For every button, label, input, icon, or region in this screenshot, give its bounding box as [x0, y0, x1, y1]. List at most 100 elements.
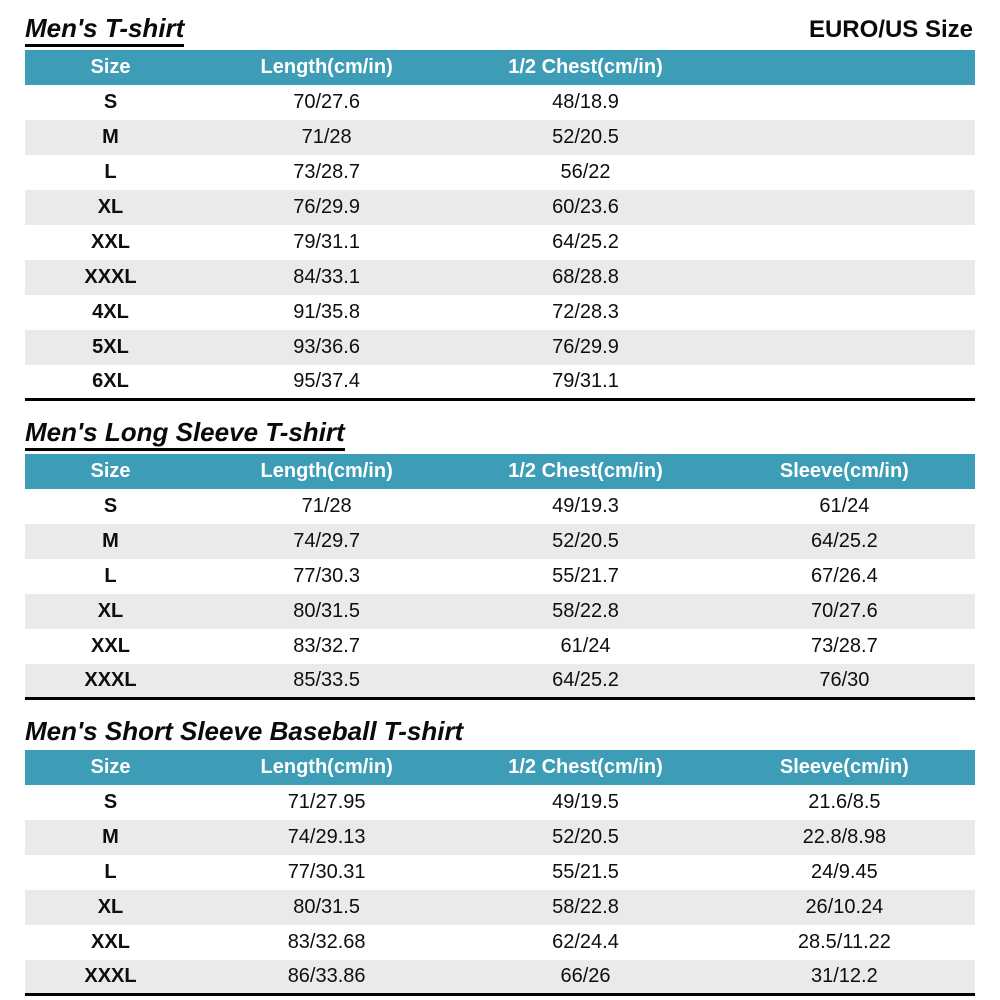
value-cell: 73/28.7	[293, 160, 360, 183]
table-row: S 70/27.6 48/18.9	[25, 84, 975, 120]
column-header: Length(cm/in)	[196, 749, 458, 785]
value-cell: 67/26.4	[811, 564, 878, 587]
value-cell: 74/29.13	[287, 825, 366, 848]
value-cell: 76/30	[819, 668, 870, 691]
table-row: XL 80/31.5 58/22.8 70/27.6	[25, 593, 975, 629]
value-cell: 48/18.9	[552, 90, 619, 113]
value-cell: 93/36.6	[293, 335, 360, 358]
table-row: XXXL 85/33.5 64/25.2 76/30	[25, 663, 975, 699]
value-cell: 52/20.5	[552, 529, 619, 552]
column-header: Size	[25, 49, 196, 85]
value-cell: 28.5/11.22	[797, 930, 891, 953]
value-cell	[714, 120, 975, 155]
size-cell: XXXL	[84, 265, 137, 288]
value-cell: 21.6/8.5	[808, 790, 881, 813]
header-row: Size Length(cm/in) 1/2 Chest(cm/in)	[25, 49, 975, 85]
size-cell: XL	[97, 599, 124, 622]
value-cell: 95/37.4	[293, 369, 360, 392]
column-header: Size	[25, 749, 196, 785]
size-cell: XXXL	[84, 668, 137, 691]
size-table-section: Men's Long Sleeve T-shirt Size Length(cm/i…	[25, 418, 975, 701]
table-row: XL 80/31.5 58/22.8 26/10.24	[25, 889, 975, 925]
table-title: Men's Long Sleeve T-shirt	[25, 418, 345, 451]
value-cell: 68/28.8	[552, 265, 619, 288]
table-row: M 71/28 52/20.5	[25, 119, 975, 155]
table-title: Men's Short Sleeve Baseball T-shirt	[25, 716, 464, 747]
value-cell	[714, 225, 975, 260]
table-row: 6XL 95/37.4 79/31.1	[25, 364, 975, 400]
value-cell: 74/29.7	[293, 529, 360, 552]
value-cell: 71/28	[301, 125, 352, 148]
value-cell: 72/28.3	[552, 300, 619, 323]
column-header: Sleeve(cm/in)	[713, 749, 975, 785]
value-cell: 83/32.68	[287, 930, 366, 953]
size-cell: XXXL	[84, 965, 137, 988]
table-row: XXXL 84/33.1 68/28.8	[25, 259, 975, 295]
size-cell: L	[104, 160, 117, 183]
value-cell: 79/31.1	[552, 369, 619, 392]
value-cell	[714, 260, 975, 295]
value-cell: 64/25.2	[811, 529, 878, 552]
size-cell: M	[102, 125, 119, 148]
size-cell: M	[102, 825, 119, 848]
size-table: Size Length(cm/in) 1/2 Chest(cm/in) Sleeve(…	[25, 749, 975, 997]
value-cell: 64/25.2	[552, 230, 619, 253]
size-cell: XXL	[91, 634, 130, 657]
header-row: Size Length(cm/in) 1/2 Chest(cm/in) Sleeve(…	[25, 749, 975, 785]
value-cell: 61/24	[819, 494, 870, 517]
size-cell: XXL	[91, 230, 130, 253]
value-cell: 64/25.2	[552, 668, 619, 691]
value-cell: 49/19.5	[552, 790, 619, 813]
value-cell: 86/33.86	[287, 965, 366, 988]
column-header: 1/2 Chest(cm/in)	[457, 749, 714, 785]
value-cell	[714, 365, 975, 400]
value-cell: 71/27.95	[287, 790, 366, 813]
size-standard-label: EURO/US Size	[808, 16, 973, 43]
value-cell: 52/20.5	[552, 825, 619, 848]
table-row: 4XL 91/35.8 72/28.3	[25, 294, 975, 330]
value-cell: 91/35.8	[293, 300, 360, 323]
table-title: Men's T-shirt	[25, 14, 185, 47]
size-cell: 4XL	[92, 300, 129, 323]
size-cell: 6XL	[92, 369, 129, 392]
table-row: 5XL 93/36.6 76/29.9	[25, 329, 975, 365]
header-row: Size Length(cm/in) 1/2 Chest(cm/in) Sleeve(…	[25, 453, 975, 489]
size-cell: XL	[97, 895, 124, 918]
size-cell: M	[102, 529, 119, 552]
value-cell: 76/29.9	[552, 335, 619, 358]
column-header: Size	[25, 453, 196, 489]
size-table-section: Men's Short Sleeve Baseball T-shirt Size L…	[25, 716, 975, 997]
table-row: XL 76/29.9 60/23.6	[25, 189, 975, 225]
column-header	[713, 49, 975, 85]
size-cell: L	[104, 564, 117, 587]
value-cell: 83/32.7	[293, 634, 360, 657]
size-table: Size Length(cm/in) 1/2 Chest(cm/in) S 70/27.…	[25, 49, 975, 402]
value-cell	[714, 330, 975, 365]
value-cell	[714, 155, 975, 190]
table-row: S 71/27.95 49/19.5 21.6/8.5	[25, 784, 975, 820]
value-cell: 61/24	[560, 634, 611, 657]
size-table: Size Length(cm/in) 1/2 Chest(cm/in) Sleeve(…	[25, 453, 975, 701]
size-cell: XL	[97, 195, 124, 218]
table-row: S 71/28 49/19.3 61/24	[25, 488, 975, 524]
value-cell: 26/10.24	[805, 895, 884, 918]
value-cell: 62/24.4	[552, 930, 619, 953]
column-header: Length(cm/in)	[196, 49, 458, 85]
size-cell: L	[104, 860, 117, 883]
value-cell	[714, 295, 975, 330]
value-cell: 76/29.9	[293, 195, 360, 218]
value-cell: 24/9.45	[811, 860, 878, 883]
value-cell: 55/21.7	[552, 564, 619, 587]
table-row: XXL 79/31.1 64/25.2	[25, 224, 975, 260]
value-cell: 49/19.3	[552, 494, 619, 517]
value-cell: 85/33.5	[293, 668, 360, 691]
table-row: XXXL 86/33.86 66/26 31/12.2	[25, 959, 975, 995]
column-header: 1/2 Chest(cm/in)	[457, 453, 714, 489]
value-cell: 77/30.31	[287, 860, 366, 883]
size-cell: XXL	[91, 930, 130, 953]
value-cell: 60/23.6	[552, 195, 619, 218]
value-cell: 71/28	[301, 494, 352, 517]
column-header: Length(cm/in)	[196, 453, 458, 489]
value-cell: 56/22	[560, 160, 611, 183]
